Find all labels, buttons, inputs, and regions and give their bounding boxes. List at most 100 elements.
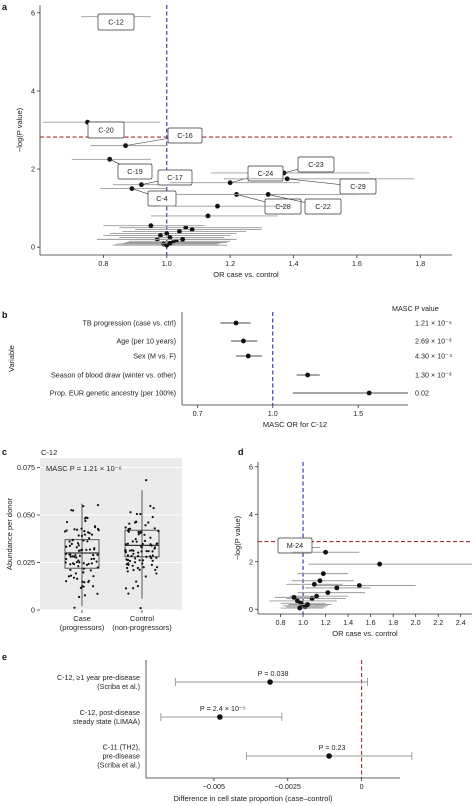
x-category-label: Case — [73, 614, 91, 623]
row-pvalue: 4.30 × 10⁻⁴ — [415, 352, 452, 361]
x-tick-label: 1.0 — [162, 259, 172, 268]
x-category-label: (progressors) — [60, 623, 105, 632]
donor-point — [149, 555, 152, 558]
donor-point — [80, 548, 84, 551]
data-point — [267, 679, 273, 685]
data-point — [167, 235, 173, 240]
donor-point — [68, 540, 71, 543]
donor-point — [157, 530, 160, 533]
x-tick-label: 1.4 — [289, 259, 299, 268]
row-label: (Scriba et al.) — [97, 761, 140, 770]
data-point — [180, 236, 186, 242]
donor-point — [75, 560, 79, 564]
row-pvalue: P = 0.038 — [258, 669, 289, 678]
donor-point — [83, 581, 86, 584]
donor-point — [132, 552, 135, 555]
donor-point — [82, 539, 85, 542]
donor-point — [126, 566, 129, 570]
donor-point — [69, 574, 73, 577]
row-label: steady state (LIMAA) — [73, 717, 140, 726]
data-point — [148, 223, 154, 229]
y-axis-title: Abundance per donor — [5, 497, 14, 570]
donor-point — [145, 550, 148, 553]
donor-point — [96, 553, 99, 556]
donor-point — [70, 509, 73, 512]
box-iqr — [124, 529, 160, 558]
donor-point — [69, 563, 72, 566]
label-c-24: C-24 — [230, 165, 284, 184]
row-label: (Scriba et al.) — [97, 682, 140, 691]
donor-point — [147, 550, 150, 553]
donor-point — [65, 529, 68, 532]
row-label: Prop. EUR genetic ancestry (per 100%) — [50, 389, 176, 398]
donor-point — [135, 540, 138, 543]
donor-point — [82, 567, 85, 570]
donor-point — [73, 528, 76, 531]
donor-point — [129, 511, 132, 514]
donor-point — [95, 560, 98, 563]
donor-point — [131, 564, 134, 567]
x-tick-label: 1.6 — [352, 259, 362, 268]
donor-point — [87, 562, 90, 565]
donor-point — [126, 554, 130, 557]
donor-point — [76, 542, 80, 545]
donor-point — [92, 553, 95, 557]
label-box — [87, 121, 125, 139]
label-box — [167, 127, 203, 144]
donor-point — [144, 524, 147, 527]
donor-point — [65, 557, 68, 561]
donor-point — [138, 568, 141, 571]
donor-point — [127, 563, 130, 566]
donor-point — [128, 527, 132, 530]
y-tick-label: 6 — [31, 8, 35, 17]
donor-point — [92, 575, 95, 578]
y-tick-label: 2 — [249, 557, 253, 566]
donor-point — [133, 561, 137, 564]
row-pvalue: 2.69 × 10⁻³ — [415, 337, 452, 346]
donor-point — [73, 606, 76, 609]
donor-point — [69, 555, 72, 558]
chart-title: C-12 — [41, 448, 57, 457]
donor-point — [136, 585, 140, 588]
panel-c: 0 0.025 0.050 0.075 C-12 MASC P = 1.21 × 10⁻⁶… — [5, 448, 182, 632]
x-tick-label: 1.0 — [298, 618, 308, 627]
donor-point — [124, 549, 127, 552]
donor-point — [125, 558, 128, 561]
x-axis-title: MASC OR for C-12 — [263, 420, 327, 429]
panel-e: −0.005 −0.0025 0 Difference in cell state p… — [57, 660, 413, 803]
y-tick-label: 2 — [31, 165, 35, 174]
data-point — [233, 320, 239, 326]
donor-point — [155, 572, 158, 575]
data-point — [377, 561, 383, 567]
y-tick-label: 6 — [249, 462, 253, 471]
x-axis-title: Difference in cell state proportion (cas… — [173, 794, 333, 803]
donor-point — [152, 507, 155, 510]
donor-point — [75, 528, 79, 531]
row-pvalue: P = 0.23 — [319, 743, 346, 752]
row-label: pre-disease — [102, 752, 140, 761]
donor-point — [140, 545, 143, 548]
donor-point — [142, 566, 145, 569]
donor-point — [140, 550, 143, 553]
label-c-29: C-29 — [287, 178, 377, 195]
donor-point — [79, 586, 82, 590]
donor-point — [149, 536, 152, 539]
donor-point — [151, 559, 154, 562]
donor-point — [82, 571, 85, 574]
y-axis-title: Variable — [7, 345, 16, 372]
donor-point — [78, 561, 81, 564]
donor-point — [77, 559, 80, 562]
donor-point — [69, 553, 72, 556]
donor-point — [151, 515, 154, 519]
x-tick-label: −0.0025 — [275, 782, 301, 791]
donor-point — [72, 509, 75, 512]
x-axis-title: OR case vs. control — [213, 270, 279, 279]
donor-point — [78, 554, 82, 558]
data-point — [215, 203, 220, 209]
label-text: C-16 — [177, 131, 193, 140]
donor-point — [155, 556, 158, 559]
donor-point — [90, 533, 94, 536]
y-tick-label: 4 — [249, 510, 253, 519]
x-tick-label: 2.4 — [456, 618, 466, 627]
x-tick-label: 0.8 — [98, 259, 108, 268]
